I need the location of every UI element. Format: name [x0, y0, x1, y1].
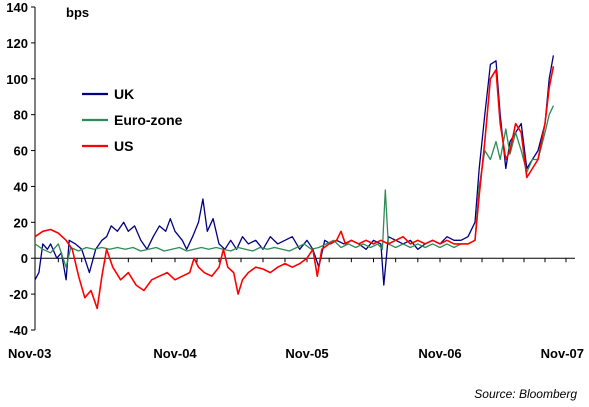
- series-line-euro-zone: [34, 105, 554, 268]
- x-tick-label-4: Nov-07: [541, 346, 584, 361]
- y-tick-label-1: -20: [9, 287, 28, 302]
- x-tick-label-3: Nov-06: [418, 346, 461, 361]
- legend-label-2: US: [114, 138, 133, 154]
- y-tick-label-8: 120: [6, 36, 28, 51]
- y-tick-label-9: 140: [6, 0, 28, 15]
- y-tick-label-6: 80: [14, 108, 28, 123]
- y-tick-label-4: 40: [14, 179, 28, 194]
- x-tick-label-2: Nov-05: [285, 346, 328, 361]
- y-tick-label-2: 0: [21, 251, 28, 266]
- legend-label-0: UK: [114, 86, 134, 102]
- series-lines: [34, 55, 555, 310]
- y-tick-label-7: 100: [6, 72, 28, 87]
- y-tick-label-0: -40: [9, 323, 28, 338]
- legend: UK Euro-zone US: [82, 86, 183, 154]
- x-tick-label-0: Nov-03: [8, 346, 51, 361]
- series-line-us: [34, 66, 555, 310]
- series-line-uk: [34, 55, 555, 286]
- x-tick-label-1: Nov-04: [153, 346, 197, 361]
- y-tick-label-3: 20: [14, 215, 28, 230]
- source-note: Source: Bloomberg: [474, 387, 577, 401]
- x-axis-ticks: Nov-03 Nov-04 Nov-05 Nov-06 Nov-07: [8, 258, 584, 361]
- unit-label: bps: [66, 5, 89, 20]
- y-axis-ticks: -40 -20 0 20 40 60 80 100 120 140: [6, 0, 35, 338]
- y-tick-label-5: 60: [14, 144, 28, 159]
- legend-label-1: Euro-zone: [114, 112, 183, 128]
